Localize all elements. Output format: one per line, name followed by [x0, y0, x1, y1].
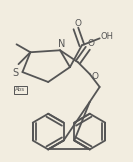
Text: N: N	[58, 39, 66, 49]
Text: OH: OH	[100, 32, 113, 41]
Text: Abs: Abs	[15, 87, 26, 93]
Text: O: O	[91, 72, 98, 81]
Text: O: O	[87, 39, 94, 48]
Text: S: S	[13, 68, 19, 78]
Text: O: O	[74, 19, 81, 28]
